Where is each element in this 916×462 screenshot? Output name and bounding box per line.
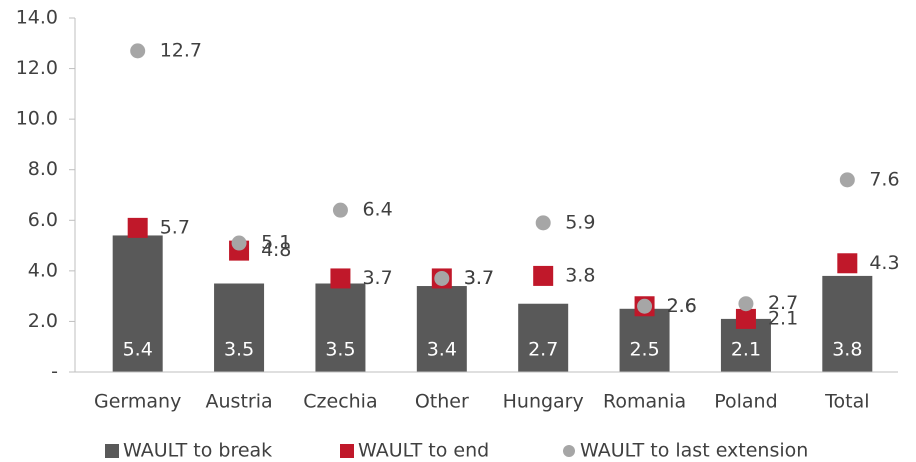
end-marker (533, 265, 554, 286)
bar-value-label: 3.5 (325, 339, 355, 361)
end-marker (837, 253, 858, 274)
legend-marker (105, 444, 119, 458)
end-value-label: 2.1 (768, 307, 798, 329)
extension-value-label: 2.7 (768, 292, 798, 314)
x-tick-label: Hungary (503, 391, 584, 413)
bar-value-label: 2.1 (731, 339, 761, 361)
extension-marker (434, 270, 450, 286)
legend-marker (563, 445, 575, 457)
x-tick-label: Czechia (303, 391, 377, 413)
x-tick-label: Poland (714, 391, 777, 413)
extension-value-label: 5.9 (565, 211, 595, 233)
end-value-label: 4.8 (261, 239, 291, 261)
bar (822, 275, 873, 372)
y-tick-label: 8.0 (28, 158, 58, 180)
bar-value-label: 5.4 (123, 339, 153, 361)
legend-label: WAULT to break (123, 440, 272, 462)
x-tick-label: Other (415, 391, 469, 413)
y-tick-label: 4.0 (28, 259, 58, 281)
extension-marker (332, 202, 348, 218)
legend-label: WAULT to end (358, 440, 489, 462)
x-tick-label: Austria (206, 391, 273, 413)
extension-marker (637, 298, 653, 314)
bar (416, 286, 467, 372)
extension-marker (839, 172, 855, 188)
y-tick-label: 2.0 (28, 310, 58, 332)
extension-marker (738, 296, 754, 312)
end-value-label: 3.7 (362, 267, 392, 289)
extension-marker (535, 215, 551, 231)
bar (112, 235, 163, 372)
bar (315, 283, 366, 372)
end-value-label: 4.3 (869, 252, 899, 274)
end-marker (735, 308, 756, 329)
end-marker (127, 217, 148, 238)
extension-marker (130, 43, 146, 59)
bar-value-label: 2.7 (528, 339, 558, 361)
end-value-label: 3.7 (464, 267, 494, 289)
bar-value-label: 3.5 (224, 339, 254, 361)
legend-label: WAULT to last extension (580, 440, 808, 462)
extension-value-label: 5.1 (261, 232, 291, 254)
y-tick-label: 12.0 (16, 57, 58, 79)
y-tick-label: 10.0 (16, 108, 58, 130)
y-tick-label: 14.0 (16, 7, 58, 29)
legend-marker (340, 444, 354, 458)
x-tick-label: Romania (603, 391, 686, 413)
end-value-label: 2.6 (667, 295, 697, 317)
extension-marker (231, 235, 247, 251)
bar (619, 308, 670, 372)
bar (518, 303, 569, 372)
end-value-label: 5.7 (160, 216, 190, 238)
bar (214, 283, 265, 372)
extension-value-label: 7.6 (869, 168, 899, 190)
end-value-label: 3.8 (565, 264, 595, 286)
extension-value-label: 2.6 (667, 295, 697, 317)
extension-value-label: 6.4 (362, 199, 392, 221)
bar-value-label: 2.5 (629, 339, 659, 361)
extension-value-label: 3.7 (464, 267, 494, 289)
y-tick-label: 6.0 (28, 209, 58, 231)
x-tick-label: Total (824, 391, 869, 413)
bar-value-label: 3.4 (427, 339, 457, 361)
end-marker (330, 268, 351, 289)
extension-value-label: 12.7 (160, 39, 202, 61)
x-tick-label: Germany (94, 391, 181, 413)
bar-value-label: 3.8 (832, 339, 862, 361)
y-tick-label: - (51, 361, 58, 383)
